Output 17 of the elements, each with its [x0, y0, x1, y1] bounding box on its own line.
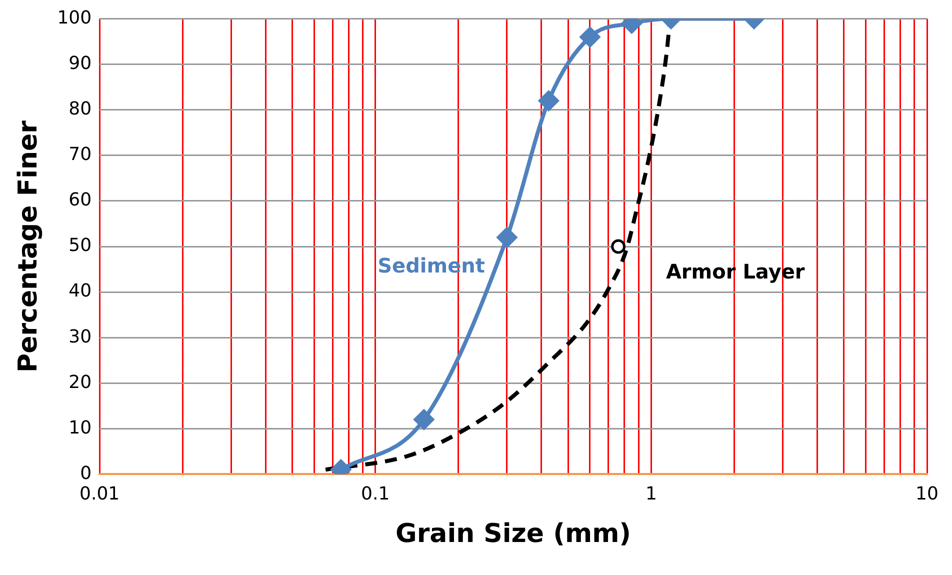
y-tick-label: 70	[68, 144, 92, 166]
y-tick-label: 50	[68, 235, 92, 256]
y-tick-label: 60	[68, 190, 92, 211]
x-tick-label: 0.01	[80, 484, 120, 505]
y-tick-label: 100	[57, 7, 92, 28]
y-tick-label: 10	[68, 417, 92, 438]
y-tick-label: 80	[68, 98, 92, 120]
x-tick-label: 1	[645, 484, 657, 505]
y-tick-label: 0	[80, 462, 92, 484]
y-axis-title: Percentage Finer	[13, 120, 44, 372]
y-tick-label: 40	[68, 280, 92, 302]
y-tick-label: 20	[68, 372, 92, 393]
x-axis-title: Grain Size (mm)	[395, 519, 632, 550]
y-tick-label: 30	[68, 326, 92, 348]
x-tick-label: 10	[916, 484, 938, 505]
y-tick-label: 90	[68, 53, 92, 74]
x-tick-label: 0.1	[361, 484, 390, 505]
